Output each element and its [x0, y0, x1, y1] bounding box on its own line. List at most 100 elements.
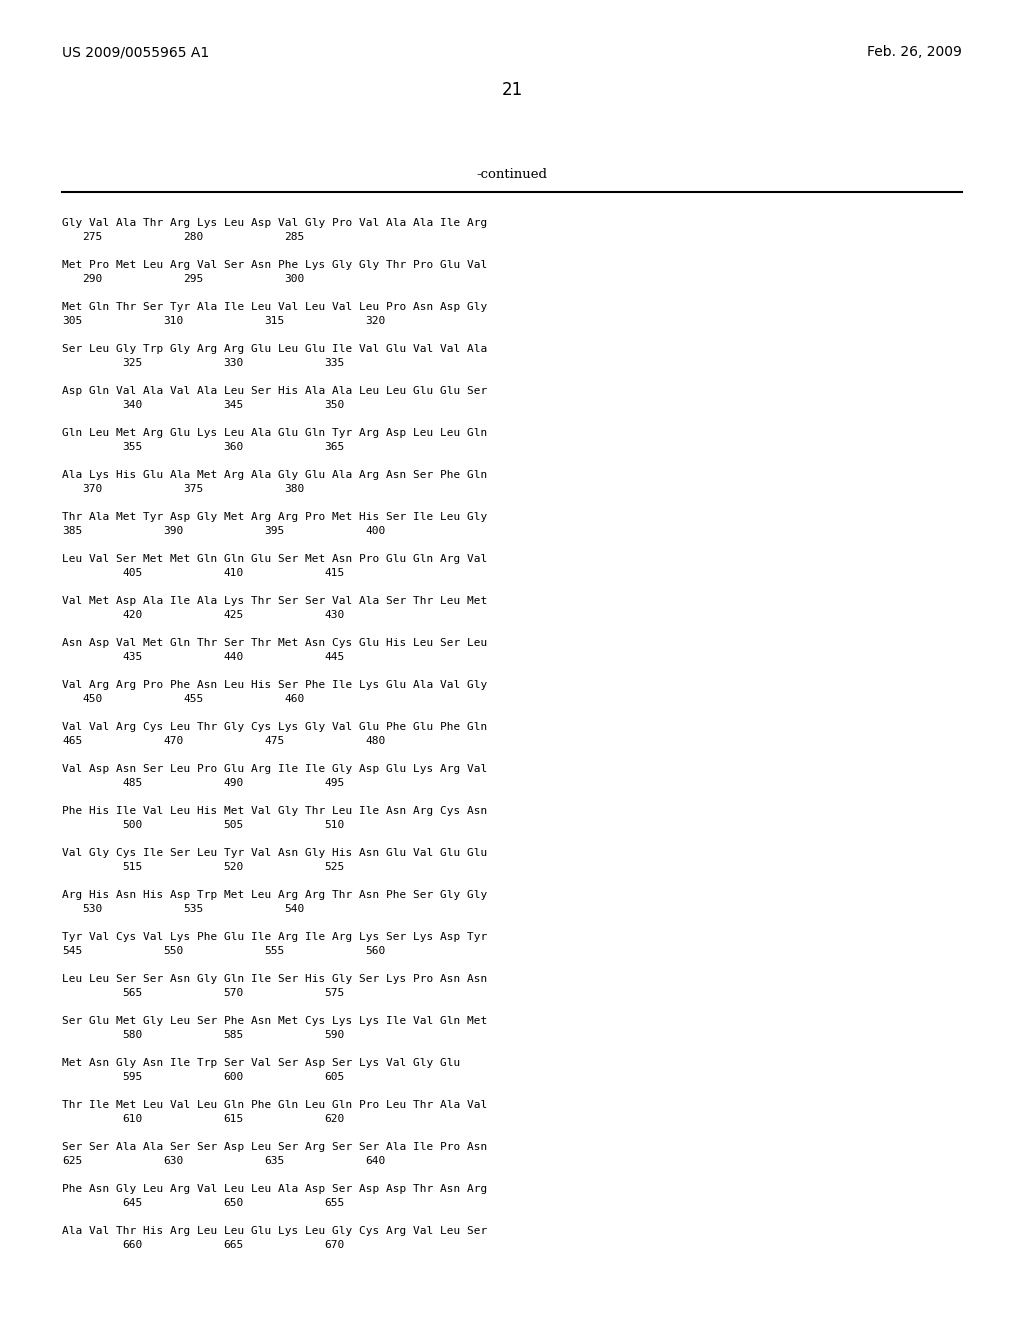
- Text: 330: 330: [223, 358, 244, 368]
- Text: 640: 640: [365, 1156, 385, 1166]
- Text: Met Asn Gly Asn Ile Trp Ser Val Ser Asp Ser Lys Val Gly Glu: Met Asn Gly Asn Ile Trp Ser Val Ser Asp …: [62, 1059, 460, 1068]
- Text: 635: 635: [264, 1156, 285, 1166]
- Text: 370: 370: [82, 484, 102, 494]
- Text: 580: 580: [123, 1030, 143, 1040]
- Text: 585: 585: [223, 1030, 244, 1040]
- Text: Thr Ile Met Leu Val Leu Gln Phe Gln Leu Gln Pro Leu Thr Ala Val: Thr Ile Met Leu Val Leu Gln Phe Gln Leu …: [62, 1100, 487, 1110]
- Text: Gly Val Ala Thr Arg Lys Leu Asp Val Gly Pro Val Ala Ala Ile Arg: Gly Val Ala Thr Arg Lys Leu Asp Val Gly …: [62, 218, 487, 228]
- Text: 515: 515: [123, 862, 143, 873]
- Text: 465: 465: [62, 737, 82, 746]
- Text: Thr Ala Met Tyr Asp Gly Met Arg Arg Pro Met His Ser Ile Leu Gly: Thr Ala Met Tyr Asp Gly Met Arg Arg Pro …: [62, 512, 487, 521]
- Text: 400: 400: [365, 525, 385, 536]
- Text: 300: 300: [285, 275, 304, 284]
- Text: 510: 510: [325, 820, 345, 830]
- Text: 540: 540: [285, 904, 304, 913]
- Text: US 2009/0055965 A1: US 2009/0055965 A1: [62, 45, 209, 59]
- Text: 450: 450: [82, 694, 102, 704]
- Text: 390: 390: [163, 525, 183, 536]
- Text: 360: 360: [223, 442, 244, 451]
- Text: -continued: -continued: [476, 169, 548, 181]
- Text: 550: 550: [163, 946, 183, 956]
- Text: Feb. 26, 2009: Feb. 26, 2009: [867, 45, 962, 59]
- Text: 645: 645: [123, 1199, 143, 1208]
- Text: 280: 280: [183, 232, 204, 242]
- Text: 395: 395: [264, 525, 285, 536]
- Text: 670: 670: [325, 1239, 345, 1250]
- Text: 475: 475: [264, 737, 285, 746]
- Text: 570: 570: [223, 987, 244, 998]
- Text: 560: 560: [365, 946, 385, 956]
- Text: Ser Glu Met Gly Leu Ser Phe Asn Met Cys Lys Lys Ile Val Gln Met: Ser Glu Met Gly Leu Ser Phe Asn Met Cys …: [62, 1016, 487, 1026]
- Text: 445: 445: [325, 652, 345, 663]
- Text: 295: 295: [183, 275, 204, 284]
- Text: Val Asp Asn Ser Leu Pro Glu Arg Ile Ile Gly Asp Glu Lys Arg Val: Val Asp Asn Ser Leu Pro Glu Arg Ile Ile …: [62, 764, 487, 774]
- Text: 485: 485: [123, 777, 143, 788]
- Text: 355: 355: [123, 442, 143, 451]
- Text: 605: 605: [325, 1072, 345, 1082]
- Text: Val Gly Cys Ile Ser Leu Tyr Val Asn Gly His Asn Glu Val Glu Glu: Val Gly Cys Ile Ser Leu Tyr Val Asn Gly …: [62, 847, 487, 858]
- Text: Val Arg Arg Pro Phe Asn Leu His Ser Phe Ile Lys Glu Ala Val Gly: Val Arg Arg Pro Phe Asn Leu His Ser Phe …: [62, 680, 487, 690]
- Text: 525: 525: [325, 862, 345, 873]
- Text: 325: 325: [123, 358, 143, 368]
- Text: 630: 630: [163, 1156, 183, 1166]
- Text: 275: 275: [82, 232, 102, 242]
- Text: 415: 415: [325, 568, 345, 578]
- Text: 375: 375: [183, 484, 204, 494]
- Text: Gln Leu Met Arg Glu Lys Leu Ala Glu Gln Tyr Arg Asp Leu Leu Gln: Gln Leu Met Arg Glu Lys Leu Ala Glu Gln …: [62, 428, 487, 438]
- Text: 565: 565: [123, 987, 143, 998]
- Text: 610: 610: [123, 1114, 143, 1125]
- Text: 530: 530: [82, 904, 102, 913]
- Text: 590: 590: [325, 1030, 345, 1040]
- Text: 595: 595: [123, 1072, 143, 1082]
- Text: Ala Val Thr His Arg Leu Leu Glu Lys Leu Gly Cys Arg Val Leu Ser: Ala Val Thr His Arg Leu Leu Glu Lys Leu …: [62, 1226, 487, 1236]
- Text: 650: 650: [223, 1199, 244, 1208]
- Text: 320: 320: [365, 315, 385, 326]
- Text: 290: 290: [82, 275, 102, 284]
- Text: 575: 575: [325, 987, 345, 998]
- Text: 490: 490: [223, 777, 244, 788]
- Text: 655: 655: [325, 1199, 345, 1208]
- Text: 600: 600: [223, 1072, 244, 1082]
- Text: Ser Leu Gly Trp Gly Arg Arg Glu Leu Glu Ile Val Glu Val Val Ala: Ser Leu Gly Trp Gly Arg Arg Glu Leu Glu …: [62, 345, 487, 354]
- Text: Arg His Asn His Asp Trp Met Leu Arg Arg Thr Asn Phe Ser Gly Gly: Arg His Asn His Asp Trp Met Leu Arg Arg …: [62, 890, 487, 900]
- Text: 555: 555: [264, 946, 285, 956]
- Text: 480: 480: [365, 737, 385, 746]
- Text: 310: 310: [163, 315, 183, 326]
- Text: 285: 285: [285, 232, 304, 242]
- Text: 660: 660: [123, 1239, 143, 1250]
- Text: 365: 365: [325, 442, 345, 451]
- Text: 545: 545: [62, 946, 82, 956]
- Text: 315: 315: [264, 315, 285, 326]
- Text: 505: 505: [223, 820, 244, 830]
- Text: 470: 470: [163, 737, 183, 746]
- Text: Asp Gln Val Ala Val Ala Leu Ser His Ala Ala Leu Leu Glu Glu Ser: Asp Gln Val Ala Val Ala Leu Ser His Ala …: [62, 385, 487, 396]
- Text: 380: 380: [285, 484, 304, 494]
- Text: Ala Lys His Glu Ala Met Arg Ala Gly Glu Ala Arg Asn Ser Phe Gln: Ala Lys His Glu Ala Met Arg Ala Gly Glu …: [62, 470, 487, 480]
- Text: 425: 425: [223, 610, 244, 620]
- Text: 495: 495: [325, 777, 345, 788]
- Text: Val Met Asp Ala Ile Ala Lys Thr Ser Ser Val Ala Ser Thr Leu Met: Val Met Asp Ala Ile Ala Lys Thr Ser Ser …: [62, 597, 487, 606]
- Text: 385: 385: [62, 525, 82, 536]
- Text: 430: 430: [325, 610, 345, 620]
- Text: 305: 305: [62, 315, 82, 326]
- Text: 455: 455: [183, 694, 204, 704]
- Text: 420: 420: [123, 610, 143, 620]
- Text: Leu Val Ser Met Met Gln Gln Glu Ser Met Asn Pro Glu Gln Arg Val: Leu Val Ser Met Met Gln Gln Glu Ser Met …: [62, 554, 487, 564]
- Text: 340: 340: [123, 400, 143, 411]
- Text: Asn Asp Val Met Gln Thr Ser Thr Met Asn Cys Glu His Leu Ser Leu: Asn Asp Val Met Gln Thr Ser Thr Met Asn …: [62, 638, 487, 648]
- Text: Ser Ser Ala Ala Ser Ser Asp Leu Ser Arg Ser Ser Ala Ile Pro Asn: Ser Ser Ala Ala Ser Ser Asp Leu Ser Arg …: [62, 1142, 487, 1152]
- Text: 665: 665: [223, 1239, 244, 1250]
- Text: 410: 410: [223, 568, 244, 578]
- Text: Met Gln Thr Ser Tyr Ala Ile Leu Val Leu Val Leu Pro Asn Asp Gly: Met Gln Thr Ser Tyr Ala Ile Leu Val Leu …: [62, 302, 487, 312]
- Text: 535: 535: [183, 904, 204, 913]
- Text: 500: 500: [123, 820, 143, 830]
- Text: 345: 345: [223, 400, 244, 411]
- Text: 620: 620: [325, 1114, 345, 1125]
- Text: Leu Leu Ser Ser Asn Gly Gln Ile Ser His Gly Ser Lys Pro Asn Asn: Leu Leu Ser Ser Asn Gly Gln Ile Ser His …: [62, 974, 487, 983]
- Text: Phe His Ile Val Leu His Met Val Gly Thr Leu Ile Asn Arg Cys Asn: Phe His Ile Val Leu His Met Val Gly Thr …: [62, 807, 487, 816]
- Text: 615: 615: [223, 1114, 244, 1125]
- Text: 625: 625: [62, 1156, 82, 1166]
- Text: 520: 520: [223, 862, 244, 873]
- Text: 335: 335: [325, 358, 345, 368]
- Text: 440: 440: [223, 652, 244, 663]
